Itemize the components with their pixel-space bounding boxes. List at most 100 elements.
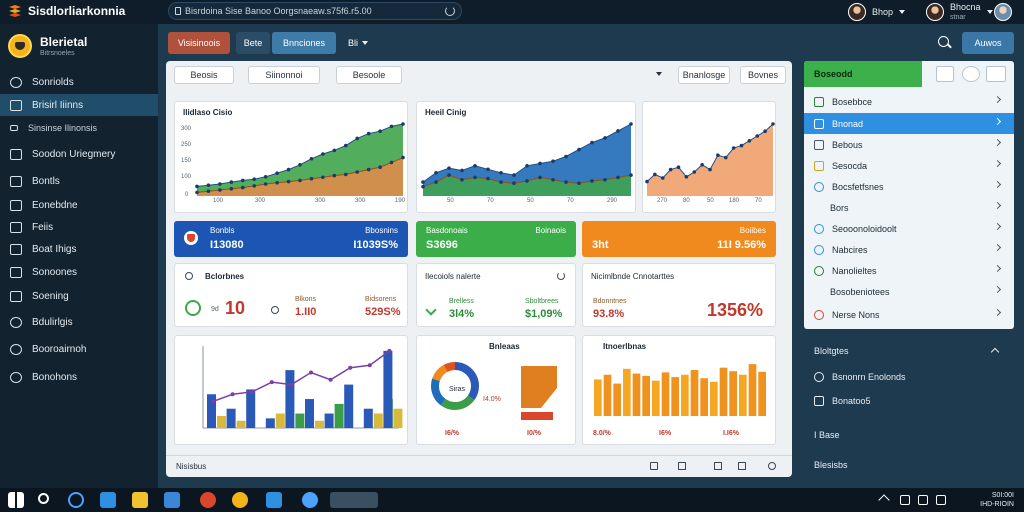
search-icon[interactable] xyxy=(936,34,954,52)
sidebar-item-11[interactable]: Booroairnoh xyxy=(0,338,158,360)
tab-primary[interactable]: Visisinoois xyxy=(168,32,230,54)
browser-icon[interactable] xyxy=(232,492,248,508)
data-point xyxy=(366,167,371,172)
sidebar-item-2[interactable]: Brisirl Iiinns xyxy=(0,94,158,116)
mail-icon[interactable] xyxy=(100,492,116,508)
right-list-item[interactable]: Bors xyxy=(804,197,1014,218)
stat-tile-blue[interactable]: Bonbls I13080 Bbosnins I1039S% xyxy=(174,221,408,257)
search-icon[interactable] xyxy=(185,272,193,280)
refresh-icon[interactable] xyxy=(678,462,686,470)
clock-icon[interactable] xyxy=(962,66,980,82)
sidebar-item-10[interactable]: Bdulirlgis xyxy=(0,311,158,333)
volume-icon[interactable] xyxy=(918,495,928,505)
right-item-label: Bosobeniotees xyxy=(830,286,890,297)
shape-bar xyxy=(521,412,553,420)
search-icon[interactable] xyxy=(38,493,49,504)
right-list-item[interactable]: Nabcires xyxy=(804,239,1014,260)
address-bar[interactable]: Bisrdoina Sise Banoo Oorgsnaeaw.s75f6.r5… xyxy=(168,2,462,20)
user-menu-1[interactable]: Bhop xyxy=(848,1,906,23)
trend-line xyxy=(212,350,390,403)
filter-button-4[interactable]: Bnanlosge xyxy=(678,66,730,84)
right-list-item[interactable]: Bosobeniotees xyxy=(804,281,1014,302)
chat-icon[interactable] xyxy=(302,492,318,508)
lower-item[interactable]: I Base xyxy=(814,430,840,440)
task-view-icon[interactable] xyxy=(68,492,84,508)
reload-icon[interactable] xyxy=(445,6,455,16)
filter-label: Bovnes xyxy=(747,70,779,80)
right-list-item[interactable]: Nanolieltes xyxy=(804,260,1014,281)
donut-chart-card: Bnleaas Siras I4.0% I6/% I0/% xyxy=(416,335,576,445)
tab-active[interactable]: Bnnciones xyxy=(272,32,336,54)
filter-button-5[interactable]: Bovnes xyxy=(740,66,786,84)
trend-point xyxy=(387,348,392,353)
right-list-item-active[interactable]: Bnonad xyxy=(804,113,1014,134)
right-list-item[interactable]: Seooonoloidoolt xyxy=(804,218,1014,239)
reload-icon[interactable] xyxy=(557,272,565,280)
data-point xyxy=(684,175,689,179)
filter-button-3[interactable]: Besoole xyxy=(336,66,402,84)
shield-icon xyxy=(184,231,198,245)
data-point xyxy=(747,139,752,143)
kpi-card-2: Ilecoiols nalerte Brelless 3l4% Sboltbre… xyxy=(416,263,576,327)
expand-icon[interactable] xyxy=(714,462,722,470)
share-icon[interactable] xyxy=(650,462,658,470)
tab-dropdown[interactable]: Bli xyxy=(340,32,376,54)
battery-icon[interactable] xyxy=(936,495,946,505)
right-list-item[interactable]: Bocsfetfsnes xyxy=(804,176,1014,197)
header-action-button[interactable]: Auwos xyxy=(962,32,1014,54)
sidebar-item-9[interactable]: Soening xyxy=(0,285,158,307)
right-list-item[interactable]: Bosebbce xyxy=(804,91,1014,112)
refresh-icon[interactable] xyxy=(271,306,279,314)
chevron-up-icon[interactable] xyxy=(990,347,1000,357)
stat-tile-green[interactable]: Basdonoais S3696 Boinaois xyxy=(416,221,576,257)
start-icon[interactable] xyxy=(8,492,24,508)
sidebar-subitem[interactable]: Sinsinse Ilinonsis xyxy=(0,117,158,139)
sidebar-item-1[interactable]: Sonriolds xyxy=(0,71,158,93)
system-tray-clock[interactable]: S0I:00I IHD-RIOIN xyxy=(980,491,1014,509)
sidebar-item-3[interactable]: Soodon Uriegmery xyxy=(0,143,158,165)
sidebar-item-5[interactable]: Eonebdne xyxy=(0,194,158,216)
chevron-up-icon[interactable] xyxy=(878,494,890,506)
stat-tile-orange[interactable]: 3ht Boiibes 11I 9.56% xyxy=(582,221,776,257)
lower-item[interactable]: Bonatoo5 xyxy=(814,396,871,406)
right-list-item[interactable]: Nerse Nons xyxy=(804,304,1014,325)
chevron-down-icon[interactable] xyxy=(656,72,662,76)
trend-point xyxy=(269,380,274,385)
lower-item[interactable]: Blesisbs xyxy=(814,460,848,470)
network-icon[interactable] xyxy=(900,495,910,505)
media-icon[interactable] xyxy=(200,492,216,508)
data-point xyxy=(653,172,657,177)
sidebar-item-4[interactable]: Bontls xyxy=(0,170,158,192)
tab-secondary[interactable]: Bete xyxy=(236,32,270,54)
lower-item[interactable]: Bsnonrn Enolonds xyxy=(814,372,906,382)
active-app-icon[interactable] xyxy=(330,492,378,508)
data-point xyxy=(218,182,222,186)
data-point xyxy=(263,182,268,186)
data-point xyxy=(564,154,568,159)
right-list-item[interactable]: Sesocda xyxy=(804,155,1014,176)
close-icon[interactable] xyxy=(986,66,1006,82)
filter-button-1[interactable]: Beosis xyxy=(174,66,234,84)
calculator-icon[interactable] xyxy=(164,492,180,508)
data-point xyxy=(668,167,673,172)
sidebar-item-7[interactable]: Boat Ihigs xyxy=(0,238,158,260)
store-icon[interactable] xyxy=(266,492,282,508)
copy-icon[interactable] xyxy=(936,66,954,82)
settings-icon[interactable] xyxy=(768,462,776,470)
tray-time: S0I:00I xyxy=(991,492,1014,499)
right-list-item[interactable]: Bebous xyxy=(804,134,1014,155)
data-point xyxy=(401,155,405,160)
data-point xyxy=(309,176,314,181)
profile-avatar-button[interactable] xyxy=(994,1,1012,23)
chart-title: Itnoerlbnas xyxy=(603,342,647,351)
folder-icon[interactable] xyxy=(132,492,148,508)
bar-blue xyxy=(344,384,354,428)
sidebar-item-8[interactable]: Sonoones xyxy=(0,261,158,283)
data-point xyxy=(389,160,394,165)
sidebar-item-12[interactable]: Bonohons xyxy=(0,366,158,388)
filter-button-2[interactable]: Siinonnoi xyxy=(248,66,320,84)
print-icon[interactable] xyxy=(738,462,746,470)
user-menu-2[interactable]: Bhocna stnar xyxy=(926,1,993,23)
sidebar-item-6[interactable]: Feiis xyxy=(0,216,158,238)
bar xyxy=(652,380,660,416)
